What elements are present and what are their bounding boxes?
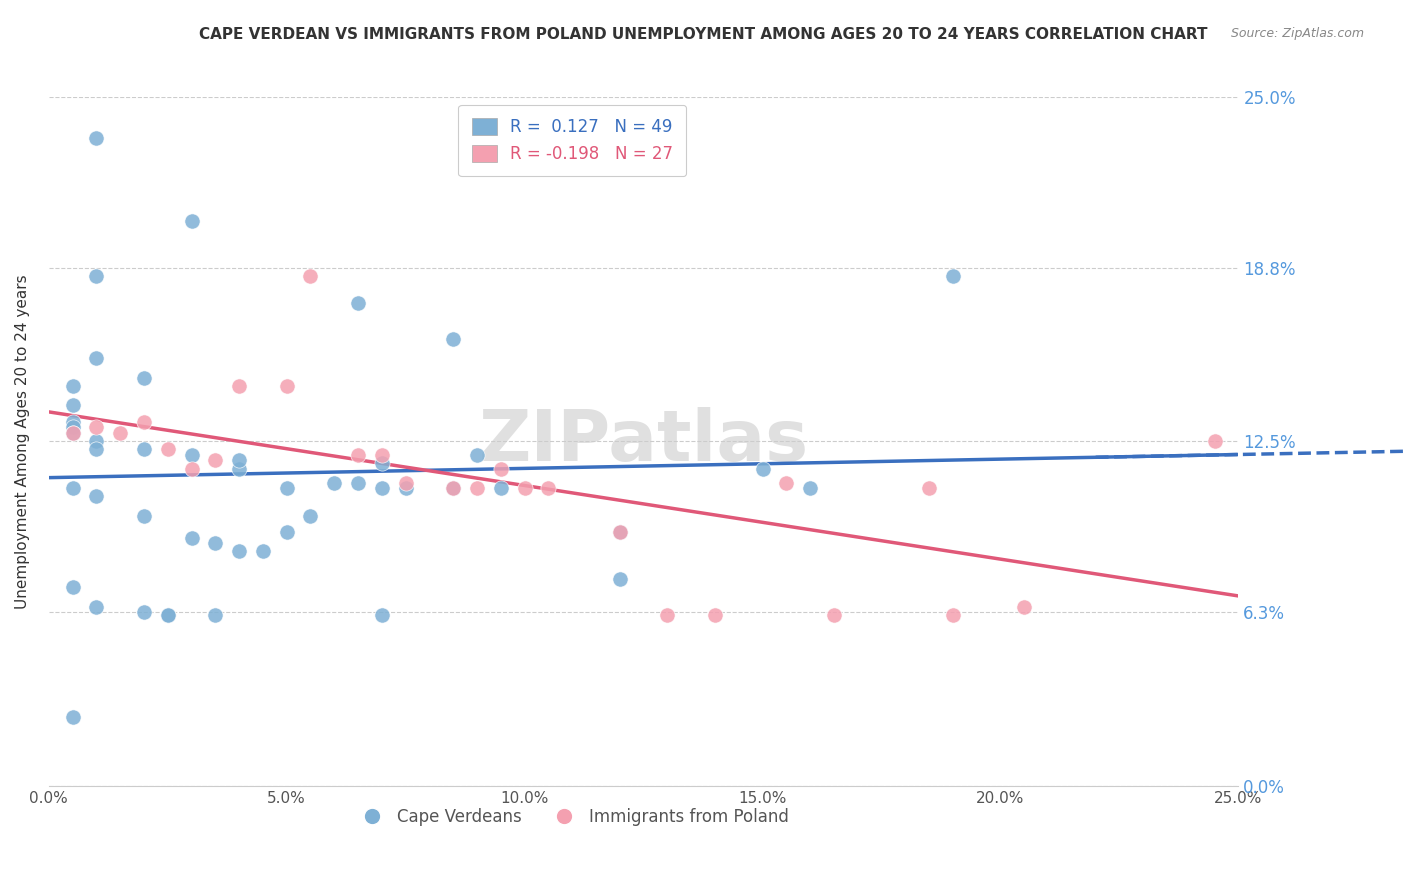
Point [86,442,108,457]
Point [62,415,84,429]
Point [371,607,394,622]
Point [395,481,418,495]
Point [799,481,821,495]
Text: CAPE VERDEAN VS IMMIGRANTS FROM POLAND UNEMPLOYMENT AMONG AGES 20 TO 24 YEARS CO: CAPE VERDEAN VS IMMIGRANTS FROM POLAND U… [198,27,1208,42]
Point [204,453,226,467]
Point [609,525,631,540]
Point [465,448,488,462]
Point [1204,434,1226,449]
Point [489,462,512,476]
Point [276,525,298,540]
Point [489,481,512,495]
Point [299,268,322,283]
Point [751,462,773,476]
Point [252,544,274,558]
Point [62,710,84,724]
Point [86,599,108,614]
Point [323,475,346,490]
Point [609,572,631,586]
Point [180,448,202,462]
Point [108,425,131,440]
Point [180,213,202,227]
Point [228,462,250,476]
Point [371,448,394,462]
Point [276,481,298,495]
Point [156,442,179,457]
Point [823,607,845,622]
Point [395,475,418,490]
Point [347,296,370,310]
Point [86,131,108,145]
Y-axis label: Unemployment Among Ages 20 to 24 years: Unemployment Among Ages 20 to 24 years [15,274,30,608]
Point [513,481,536,495]
Point [371,456,394,470]
Point [228,544,250,558]
Point [62,425,84,440]
Point [942,268,965,283]
Point [180,462,202,476]
Point [62,481,84,495]
Point [62,398,84,412]
Point [204,536,226,550]
Point [62,379,84,393]
Point [276,379,298,393]
Point [86,268,108,283]
Point [441,332,464,346]
Legend: Cape Verdeans, Immigrants from Poland: Cape Verdeans, Immigrants from Poland [349,801,796,832]
Point [609,525,631,540]
Point [441,481,464,495]
Point [918,481,941,495]
Point [132,605,155,619]
Point [704,607,727,622]
Point [62,580,84,594]
Point [180,531,202,545]
Point [86,351,108,366]
Point [156,607,179,622]
Point [132,415,155,429]
Point [86,420,108,434]
Point [537,481,560,495]
Point [132,371,155,385]
Point [465,481,488,495]
Point [86,434,108,449]
Point [86,489,108,503]
Point [204,607,226,622]
Point [132,442,155,457]
Point [441,481,464,495]
Point [228,379,250,393]
Point [1014,599,1036,614]
Point [132,508,155,523]
Point [228,453,250,467]
Text: Source: ZipAtlas.com: Source: ZipAtlas.com [1230,27,1364,40]
Point [775,475,797,490]
Point [62,420,84,434]
Text: ZIPatlas: ZIPatlas [478,407,808,475]
Point [156,607,179,622]
Point [657,607,679,622]
Point [347,475,370,490]
Point [371,481,394,495]
Point [299,508,322,523]
Point [62,425,84,440]
Point [942,607,965,622]
Point [347,448,370,462]
